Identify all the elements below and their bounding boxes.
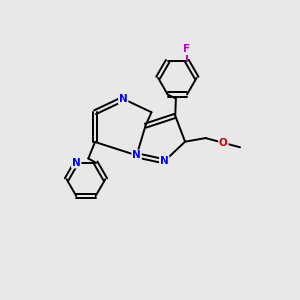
Text: N: N [72,158,81,168]
Text: F: F [183,44,190,54]
Text: O: O [219,138,228,148]
Text: N: N [160,156,169,166]
Text: N: N [119,94,128,104]
Text: N: N [132,150,141,160]
